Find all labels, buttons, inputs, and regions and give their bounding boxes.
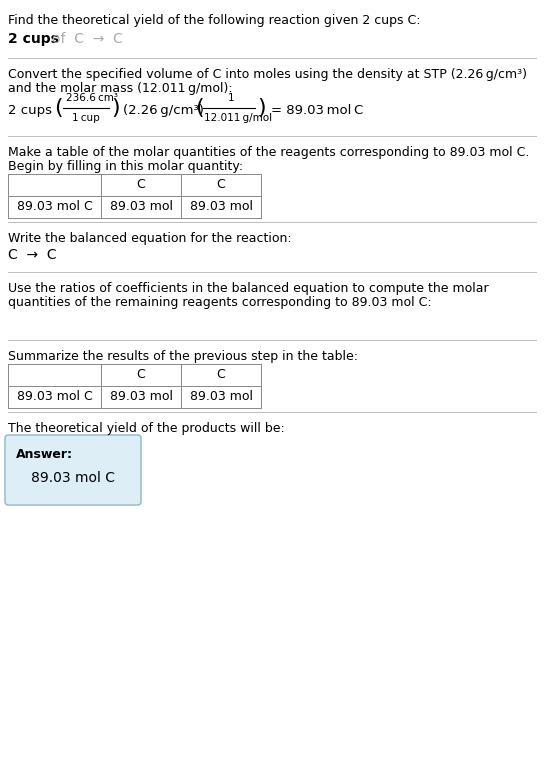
- Text: The theoretical yield of the products will be:: The theoretical yield of the products wi…: [8, 422, 285, 435]
- Text: (: (: [195, 98, 203, 118]
- Text: C: C: [217, 178, 225, 191]
- Text: 89.03 mol: 89.03 mol: [109, 200, 172, 213]
- Text: 1: 1: [228, 93, 234, 103]
- Text: Summarize the results of the previous step in the table:: Summarize the results of the previous st…: [8, 350, 358, 363]
- Text: 236.6 cm³: 236.6 cm³: [66, 93, 118, 103]
- Text: Use the ratios of coefficients in the balanced equation to compute the molar: Use the ratios of coefficients in the ba…: [8, 282, 489, 295]
- Text: 89.03 mol C: 89.03 mol C: [17, 390, 92, 404]
- Text: Begin by filling in this molar quantity:: Begin by filling in this molar quantity:: [8, 160, 243, 173]
- Text: (: (: [54, 98, 63, 118]
- Text: 89.03 mol C: 89.03 mol C: [31, 471, 115, 485]
- Text: Write the balanced equation for the reaction:: Write the balanced equation for the reac…: [8, 232, 292, 245]
- Text: ): ): [111, 98, 120, 118]
- Text: 89.03 mol: 89.03 mol: [189, 200, 252, 213]
- Text: and the molar mass (12.011 g/mol):: and the molar mass (12.011 g/mol):: [8, 82, 233, 95]
- Text: 89.03 mol: 89.03 mol: [189, 390, 252, 404]
- Text: 89.03 mol C: 89.03 mol C: [17, 200, 92, 213]
- Text: 2 cups: 2 cups: [8, 104, 52, 117]
- FancyBboxPatch shape: [5, 435, 141, 505]
- Text: Convert the specified volume of C into moles using the density at STP (2.26 g/cm: Convert the specified volume of C into m…: [8, 68, 527, 81]
- Text: ): ): [257, 98, 265, 118]
- Text: = 89.03 mol C: = 89.03 mol C: [271, 104, 363, 117]
- Text: of  C  →  C: of C → C: [52, 32, 123, 46]
- Text: Answer:: Answer:: [16, 448, 73, 461]
- Text: (2.26 g/cm³): (2.26 g/cm³): [123, 104, 204, 117]
- Text: 89.03 mol: 89.03 mol: [109, 390, 172, 404]
- Text: C: C: [217, 369, 225, 382]
- Text: 2 cups: 2 cups: [8, 32, 59, 46]
- Text: C: C: [137, 369, 145, 382]
- Text: 12.011 g/mol: 12.011 g/mol: [204, 113, 272, 123]
- Text: Make a table of the molar quantities of the reagents corresponding to 89.03 mol : Make a table of the molar quantities of …: [8, 146, 529, 159]
- Text: quantities of the remaining reagents corresponding to 89.03 mol C:: quantities of the remaining reagents cor…: [8, 296, 431, 309]
- Text: Find the theoretical yield of the following reaction given 2 cups C:: Find the theoretical yield of the follow…: [8, 14, 421, 27]
- Text: C: C: [137, 178, 145, 191]
- Text: C  →  C: C → C: [8, 248, 57, 262]
- Text: 1 cup: 1 cup: [72, 113, 100, 123]
